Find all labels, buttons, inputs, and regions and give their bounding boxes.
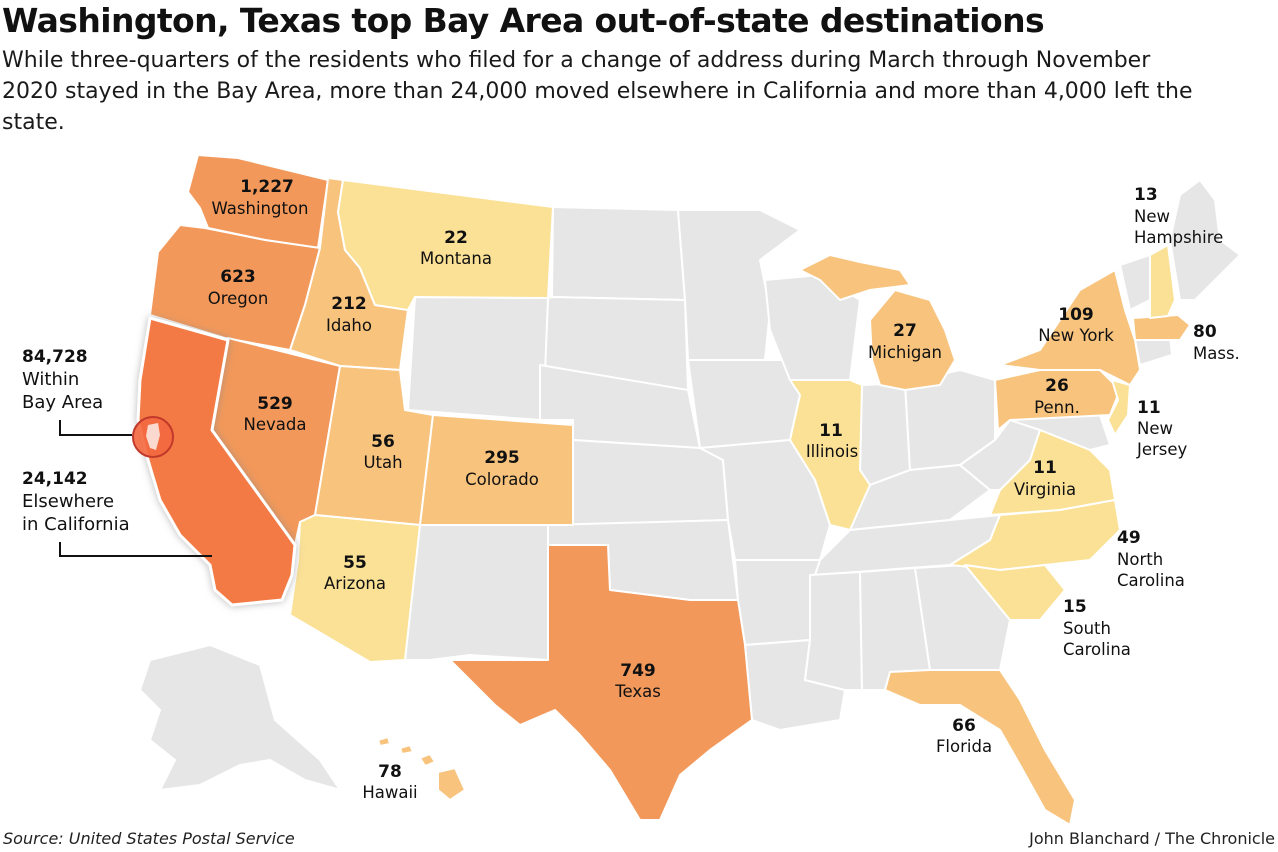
state-hawaii-main xyxy=(437,767,466,801)
nv-name: Nevada xyxy=(244,415,307,434)
state-arizona xyxy=(289,514,421,663)
co-name: Colorado xyxy=(465,470,539,489)
state-massachusetts xyxy=(1132,314,1191,341)
az-value: 55 xyxy=(343,553,367,573)
mt-name: Montana xyxy=(420,249,492,268)
state-montana xyxy=(337,179,554,311)
state-wyoming xyxy=(407,296,549,421)
nj-name-line2: Jersey xyxy=(1136,440,1188,459)
state-hawaii-island xyxy=(377,736,391,747)
pa-value: 26 xyxy=(1045,376,1069,396)
nc-name-line1: North xyxy=(1117,550,1163,569)
elsewhere-label-line2: in California xyxy=(22,514,130,535)
id-name: Idaho xyxy=(326,316,372,335)
ma-name: Mass. xyxy=(1193,344,1240,363)
nh-name-line1: New xyxy=(1134,207,1170,226)
state-florida xyxy=(884,669,1076,826)
fl-name: Florida xyxy=(936,737,992,756)
elsewhere-label-line1: Elsewhere xyxy=(22,491,114,512)
id-value: 212 xyxy=(331,294,367,314)
sc-name-line2: Carolina xyxy=(1063,640,1131,659)
state-hawaii-island xyxy=(399,744,414,755)
nv-value: 529 xyxy=(257,394,293,414)
state-michigan xyxy=(869,289,956,391)
fl-value: 66 xyxy=(952,716,976,736)
leader-line-elsewhere xyxy=(59,542,212,557)
state-pennsylvania xyxy=(994,369,1121,431)
ut-name: Utah xyxy=(363,453,402,472)
ma-value: 80 xyxy=(1193,322,1217,342)
nj-name-line1: New xyxy=(1137,419,1173,438)
state-illinois xyxy=(789,379,871,531)
pa-name: Penn. xyxy=(1034,398,1080,417)
state-vermont xyxy=(1119,254,1151,311)
or-value: 623 xyxy=(220,267,256,287)
hi-value: 78 xyxy=(378,762,402,782)
state-alaska xyxy=(139,644,341,791)
state-colorado xyxy=(419,414,574,526)
nc-value: 49 xyxy=(1117,528,1141,548)
az-name: Arizona xyxy=(324,574,386,593)
nh-name-line2: Hampshire xyxy=(1134,228,1223,247)
il-value: 11 xyxy=(819,421,843,441)
state-new-jersey xyxy=(1107,379,1131,436)
ny-name: New York xyxy=(1038,326,1114,345)
ny-value: 109 xyxy=(1058,305,1094,325)
state-new-hampshire xyxy=(1149,244,1176,319)
il-name: Illinois xyxy=(806,442,858,461)
leader-line-bay-area xyxy=(59,420,132,436)
wa-name: Washington xyxy=(212,199,309,218)
or-name: Oregon xyxy=(208,289,269,308)
bay-area-marker xyxy=(132,416,174,458)
state-kansas xyxy=(572,439,729,526)
bay-area-label-line2: Bay Area xyxy=(22,392,103,413)
tx-name: Texas xyxy=(614,682,661,701)
bay-area-value: 84,728 xyxy=(22,347,88,367)
va-name: Virginia xyxy=(1014,480,1076,499)
state-new-mexico xyxy=(404,521,549,661)
bay-area-label-line1: Within xyxy=(22,369,79,390)
wa-value: 1,227 xyxy=(240,177,294,197)
mi-name: Michigan xyxy=(868,343,942,362)
map-title: Washington, Texas top Bay Area out-of-st… xyxy=(2,1,1045,40)
nj-value: 11 xyxy=(1137,398,1161,418)
state-michigan-upper xyxy=(799,254,911,301)
state-texas xyxy=(449,544,753,821)
ut-value: 56 xyxy=(371,432,395,452)
state-mississippi xyxy=(804,571,863,691)
nc-name-line2: Carolina xyxy=(1117,571,1185,590)
credit-note: John Blanchard / The Chronicle xyxy=(1029,829,1275,848)
state-iowa xyxy=(687,359,801,449)
elsewhere-value: 24,142 xyxy=(22,469,88,489)
state-maine xyxy=(1169,179,1241,301)
state-north-dakota xyxy=(551,206,686,301)
sc-name-line1: South xyxy=(1063,619,1111,638)
sc-value: 15 xyxy=(1063,597,1087,617)
tx-value: 749 xyxy=(620,661,656,681)
state-south-carolina xyxy=(964,564,1066,621)
state-arkansas xyxy=(734,559,821,646)
hi-name: Hawaii xyxy=(362,783,417,802)
state-indiana xyxy=(859,382,911,486)
mt-value: 22 xyxy=(444,228,468,248)
co-value: 295 xyxy=(484,448,520,468)
state-hawaii-island xyxy=(419,753,436,767)
source-note: Source: United States Postal Service xyxy=(3,829,295,848)
nh-value: 13 xyxy=(1134,185,1158,205)
map-subtitle: While three-quarters of the residents wh… xyxy=(2,48,1193,135)
mi-value: 27 xyxy=(893,321,917,341)
va-value: 11 xyxy=(1033,458,1057,478)
